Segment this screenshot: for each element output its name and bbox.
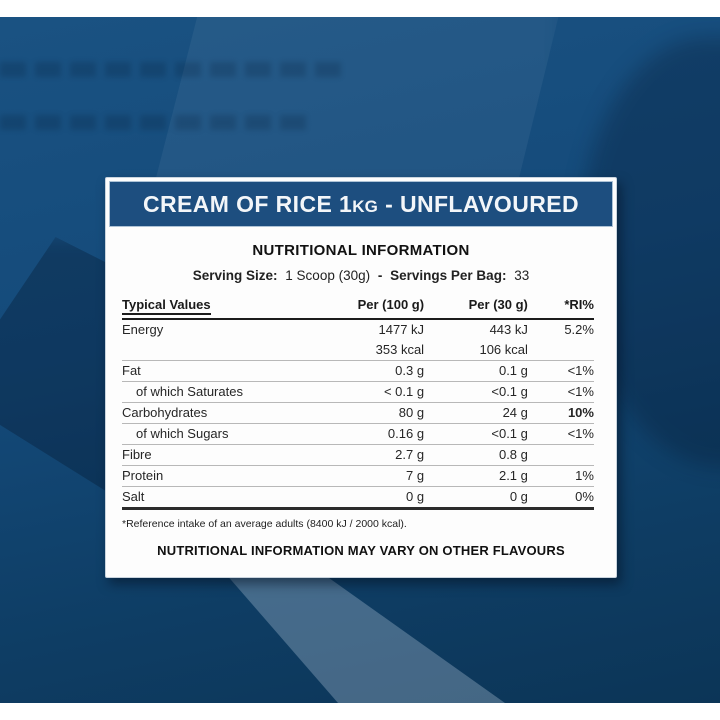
top-white-strip [0,0,720,17]
reference-intake-footnote: *Reference intake of an average adults (… [122,518,407,530]
table-row: Protein 7 g 2.1 g 1% [122,466,594,487]
row-ri-value: <1% [567,426,594,441]
product-title-name: CREAM OF RICE 1 [143,190,353,217]
row-nutrient-name [122,340,330,360]
table-row: Carbohydrates 80 g 24 g 10% [122,403,594,424]
row-per-100g-value: 0.16 g [387,426,425,441]
nutrition-table: Typical Values Per (100 g) Per (30 g) *R… [122,297,594,510]
row-nutrient-name: of which Sugars [136,426,229,441]
row-per-100g-value: 0.3 g [395,363,425,378]
row-per-100g-value: 1477 kJ [378,322,425,337]
row-ri-value: 0% [575,489,594,504]
row-nutrient-name: Fibre [122,447,152,462]
row-ri-value [528,340,594,360]
table-row: Salt 0 g 0 g 0% [122,487,594,510]
servings-per-bag-label: Servings Per Bag: [390,268,507,283]
product-title-unit: KG [352,196,379,216]
row-nutrient-name: Carbohydrates [122,405,208,420]
row-per-30g-value: 106 kcal [479,342,528,357]
row-nutrient-name: Fat [122,363,141,378]
header-typical-values: Typical Values [122,297,330,315]
flavour-variation-notice: NUTRITIONAL INFORMATION MAY VARY ON OTHE… [157,543,565,558]
row-per-30g-value: 0.1 g [498,363,528,378]
row-ri-value: 5.2% [564,322,594,337]
row-per-100g-value: < 0.1 g [383,384,425,399]
background-watermark-row [0,62,350,77]
row-per-30g-value: 0.8 g [498,447,528,462]
bottom-white-strip [0,703,720,720]
table-row: Fibre 2.7 g 0.8 g [122,445,594,466]
serving-size-label: Serving Size: [192,268,278,283]
row-per-100g-value: 80 g [398,405,425,420]
table-row: Fat 0.3 g 0.1 g <1% [122,361,594,382]
servings-per-bag-value: 33 [514,268,530,283]
section-title: NUTRITIONAL INFORMATION [252,242,470,259]
row-per-30g-value: 0 g [509,489,528,504]
row-per-30g-value: <0.1 g [491,426,528,441]
serving-size-value: 1 Scoop (30g) [285,268,371,283]
header-per-30g: Per (30 g) [468,297,528,312]
row-per-30g-value: 2.1 g [498,468,528,483]
header-ri-percent: *RI% [564,297,594,312]
table-body: Energy 1477 kJ 443 kJ 5.2% 353 kcal 106 … [122,320,594,510]
row-nutrient-name: Energy [122,322,164,337]
table-row: of which Sugars 0.16 g <0.1 g <1% [122,424,594,445]
product-title: CREAM OF RICE 1KG - UNFLAVOURED [143,191,579,218]
table-row: of which Saturates < 0.1 g <0.1 g <1% [122,382,594,403]
table-header-row: Typical Values Per (100 g) Per (30 g) *R… [122,297,594,320]
row-nutrient-name: of which Saturates [136,384,243,399]
row-per-30g-value: 24 g [502,405,528,420]
nutrition-label-card: CREAM OF RICE 1KG - UNFLAVOURED NUTRITION… [105,177,617,578]
serving-separator: - [377,268,383,283]
row-nutrient-name: Protein [122,468,164,483]
row-nutrient-name: Salt [122,489,145,504]
header-per-100g: Per (100 g) [357,297,425,312]
row-ri-value: <1% [567,363,594,378]
serving-info: Serving Size: 1 Scoop (30g) - Servings P… [106,268,616,283]
product-title-flavour: - UNFLAVOURED [385,190,579,217]
row-ri-value: 10% [567,405,594,420]
row-ri-value [528,445,594,465]
row-ri-value: 1% [575,468,594,483]
table-row: Energy 1477 kJ 443 kJ 5.2% [122,320,594,340]
background-watermark-row [0,115,310,130]
row-per-100g-value: 353 kcal [375,342,425,357]
row-per-30g-value: 443 kJ [489,322,528,337]
row-per-30g-value: <0.1 g [491,384,528,399]
row-per-100g-value: 0 g [405,489,425,504]
table-row: 353 kcal 106 kcal [122,340,594,361]
row-per-100g-value: 2.7 g [395,447,425,462]
product-title-band: CREAM OF RICE 1KG - UNFLAVOURED [109,181,613,227]
row-per-100g-value: 7 g [405,468,425,483]
row-ri-value: <1% [567,384,594,399]
